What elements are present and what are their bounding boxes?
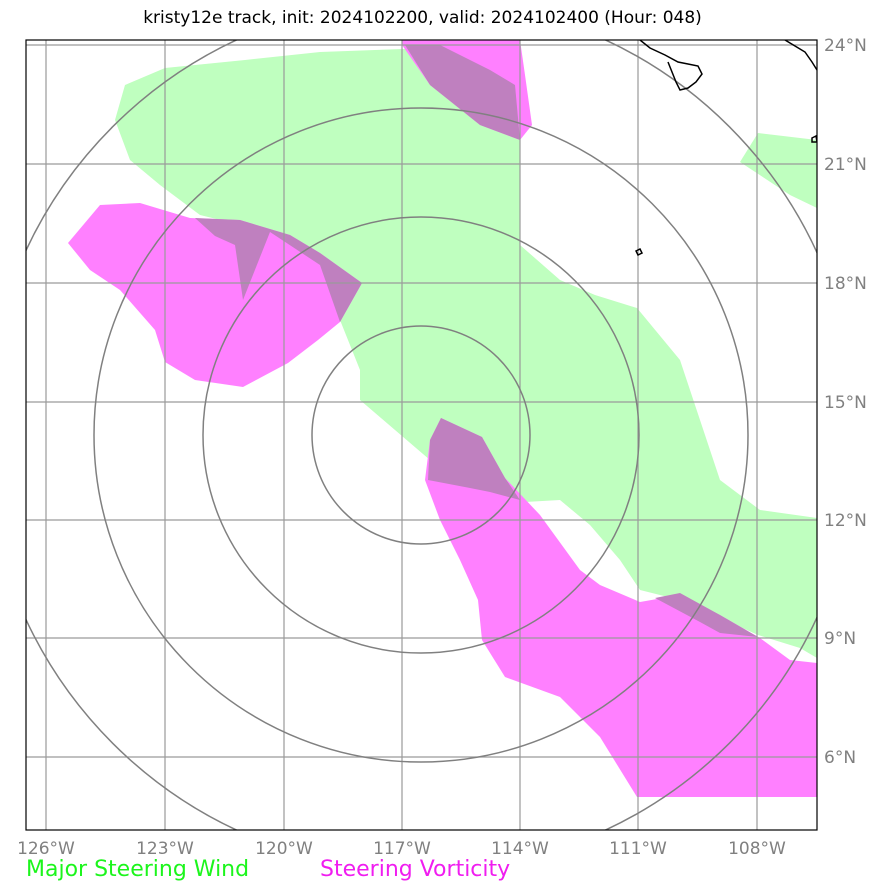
range-rings [26,40,817,830]
legend-steering-wind: Major Steering Wind [26,857,250,882]
gridlines [26,40,817,830]
island-revillagigedo [634,247,644,257]
lon-label-117w: 117°W [373,839,431,859]
lon-label-114w: 114°W [491,839,549,859]
lat-label-15n: 15°N [824,393,867,413]
steering-wind-regions [115,48,817,658]
overlap-region-east [655,593,758,637]
latitude-labels: 24°N 21°N 18°N 15°N 12°N 9°N 6°N [824,36,867,768]
longitude-labels: 126°W 123°W 120°W 117°W 114°W 111°W 108°… [17,839,786,859]
legend-steering-vorticity: Steering Vorticity [320,857,511,882]
map-title: kristy12e track, init: 2024102200, valid… [143,8,702,28]
lat-label-6n: 6°N [824,748,856,768]
overlap-region-west [195,218,362,322]
vorticity-region-south [425,418,817,797]
lat-label-12n: 12°N [824,511,867,531]
plot-frame [25,39,818,831]
range-ring-2 [202,216,640,654]
lon-label-123w: 123°W [136,839,194,859]
lon-label-111w: 111°W [609,839,667,859]
range-ring-1 [311,325,531,545]
vorticity-region-west [68,203,362,387]
lat-label-18n: 18°N [824,274,867,294]
wind-region-east [740,133,817,208]
island-small-north [811,134,817,143]
range-ring-3 [93,107,749,763]
lon-label-108w: 108°W [728,839,786,859]
coastlines [634,40,817,257]
coastline-mainland [784,40,817,71]
coastline-baja-tip [639,40,703,91]
lon-label-126w: 126°W [17,839,75,859]
lat-label-9n: 9°N [824,629,856,649]
wind-region-main [115,48,817,658]
lon-label-120w: 120°W [255,839,313,859]
lat-label-21n: 21°N [824,155,867,175]
lat-label-24n: 24°N [824,36,867,56]
overlap-region-center [428,418,520,500]
